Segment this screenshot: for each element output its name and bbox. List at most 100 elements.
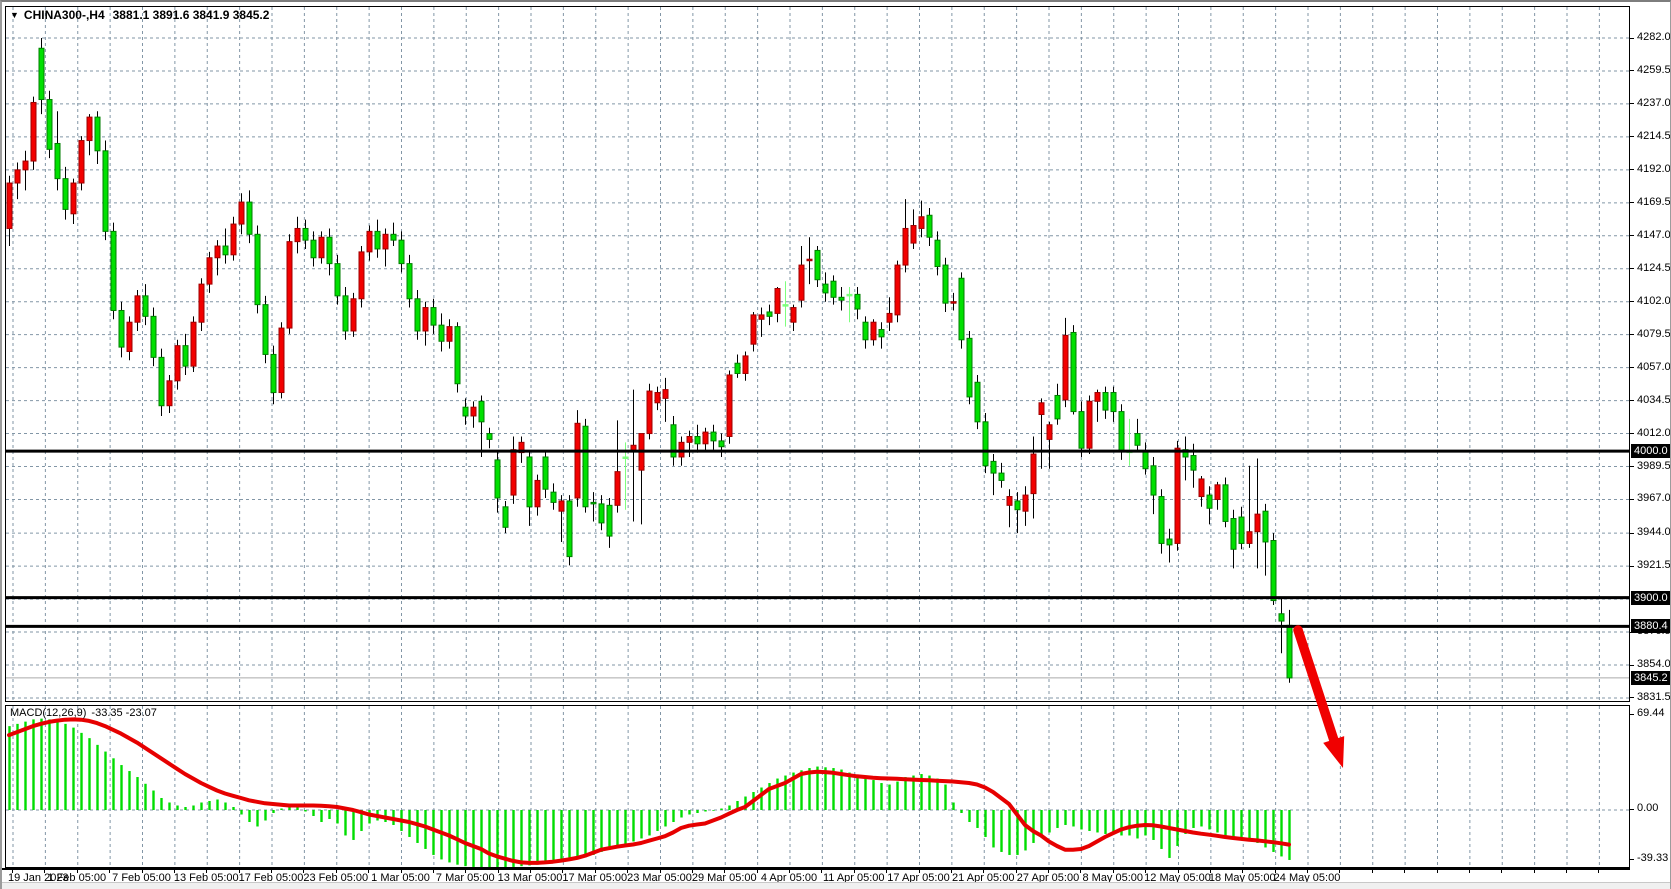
candle <box>1222 484 1229 522</box>
candle <box>782 304 789 307</box>
time-tick <box>918 870 920 873</box>
candle <box>238 201 245 225</box>
time-label: 29 Mar 05:00 <box>691 872 757 884</box>
time-tick <box>465 870 467 873</box>
time-tick <box>821 870 823 873</box>
candle <box>1262 510 1269 543</box>
candle <box>742 355 749 374</box>
candle <box>702 431 709 445</box>
time-label: 23 Feb 05:00 <box>303 872 369 884</box>
candle <box>390 233 397 241</box>
candle <box>462 406 469 417</box>
candle <box>414 298 421 332</box>
time-label: 17 Apr 05:00 <box>887 872 950 884</box>
candle <box>30 101 37 162</box>
time-axis[interactable]: 19 Jan 2023 1 Feb 05:00 7 Feb 05:00 13 Feb … <box>2 868 1630 884</box>
candle <box>566 500 573 558</box>
chart-title: ▼ CHINA300-,H4 3881.1 3891.6 3841.9 3845.2 <box>10 8 269 22</box>
candle <box>318 236 325 259</box>
axis-tick <box>1630 697 1634 699</box>
macd-histogram <box>8 718 1291 867</box>
price-label: 4237.0 <box>1637 96 1671 109</box>
candle <box>790 307 797 323</box>
macd-indicator-label: MACD(12,26,9) -33.35 -23.07 <box>10 707 157 719</box>
time-label: 8 May 05:00 <box>1082 872 1144 884</box>
candle <box>670 424 677 458</box>
window-bottom-edge <box>2 882 1670 889</box>
price-label: 4282.0 <box>1637 31 1671 43</box>
candle <box>1190 455 1197 471</box>
candle <box>846 293 853 297</box>
time-label: 24 May 05:00 <box>1273 872 1341 884</box>
candle <box>38 47 45 101</box>
candle <box>1038 402 1045 416</box>
axis-tick <box>1630 713 1634 715</box>
time-tick <box>659 870 661 873</box>
candle <box>646 390 653 435</box>
time-label: 12 May 05:00 <box>1144 872 1211 884</box>
candle <box>94 116 101 152</box>
candle <box>1110 392 1117 413</box>
time-tick <box>1533 870 1535 873</box>
candle <box>182 345 189 367</box>
candle <box>894 264 901 316</box>
macd-indicator-pane[interactable] <box>5 705 1630 868</box>
candle <box>1150 465 1157 496</box>
candle <box>1270 539 1277 602</box>
price-label: 4259.5 <box>1637 63 1671 76</box>
candle <box>798 264 805 301</box>
candle <box>910 225 917 244</box>
price-level-label: 4000.0 <box>1631 444 1670 459</box>
candle <box>382 233 389 250</box>
candle <box>6 182 13 229</box>
candle <box>1134 433 1141 446</box>
candle <box>854 293 861 310</box>
candle <box>222 245 229 256</box>
candle <box>470 406 477 417</box>
time-label: 23 Mar 05:00 <box>627 872 692 884</box>
candle <box>550 491 557 503</box>
time-label: 13 Mar 05:00 <box>497 872 563 884</box>
main-chart-pane[interactable] <box>5 6 1630 702</box>
macd-name-label: MACD(12,26,9) <box>10 707 87 719</box>
candle <box>334 263 341 297</box>
time-tick <box>1177 870 1179 873</box>
time-tick <box>1145 870 1147 873</box>
candle <box>1062 334 1069 401</box>
time-tick <box>1307 870 1308 873</box>
symbol-timeframe-label: CHINA300-,H4 <box>23 8 105 22</box>
candle <box>350 298 357 332</box>
price-label: 4192.0 <box>1637 162 1671 175</box>
time-tick <box>950 870 952 873</box>
candle <box>1014 500 1021 511</box>
candle <box>142 295 149 317</box>
axis-tick <box>1630 334 1634 336</box>
candle <box>982 421 989 467</box>
candle <box>838 296 845 301</box>
candle <box>1070 331 1077 413</box>
candle <box>1198 478 1205 498</box>
candle <box>110 230 117 311</box>
candle <box>86 116 93 142</box>
axis-tick <box>1630 268 1634 270</box>
candle <box>590 501 597 505</box>
price-axis[interactable]: 4282.0 4259.5 4237.0 4214.5 4192.0 4169.5 4147… <box>1630 2 1671 882</box>
price-label: 4124.5 <box>1637 261 1671 274</box>
candle <box>62 178 69 210</box>
axis-tick <box>1630 498 1634 500</box>
time-tick <box>1371 870 1373 873</box>
candle <box>150 315 157 358</box>
time-tick <box>141 870 143 873</box>
time-tick <box>109 870 111 873</box>
candle <box>22 160 29 171</box>
time-tick <box>1112 870 1114 873</box>
time-tick <box>173 870 175 873</box>
axis-tick <box>1630 466 1634 467</box>
candle <box>582 425 589 508</box>
candle <box>942 264 949 304</box>
candle <box>214 245 221 259</box>
symbol-dropdown-icon[interactable]: ▼ <box>10 10 19 20</box>
candlestick-series <box>6 38 1293 683</box>
price-label: 4169.5 <box>1637 195 1671 208</box>
axis-tick <box>1630 808 1634 810</box>
